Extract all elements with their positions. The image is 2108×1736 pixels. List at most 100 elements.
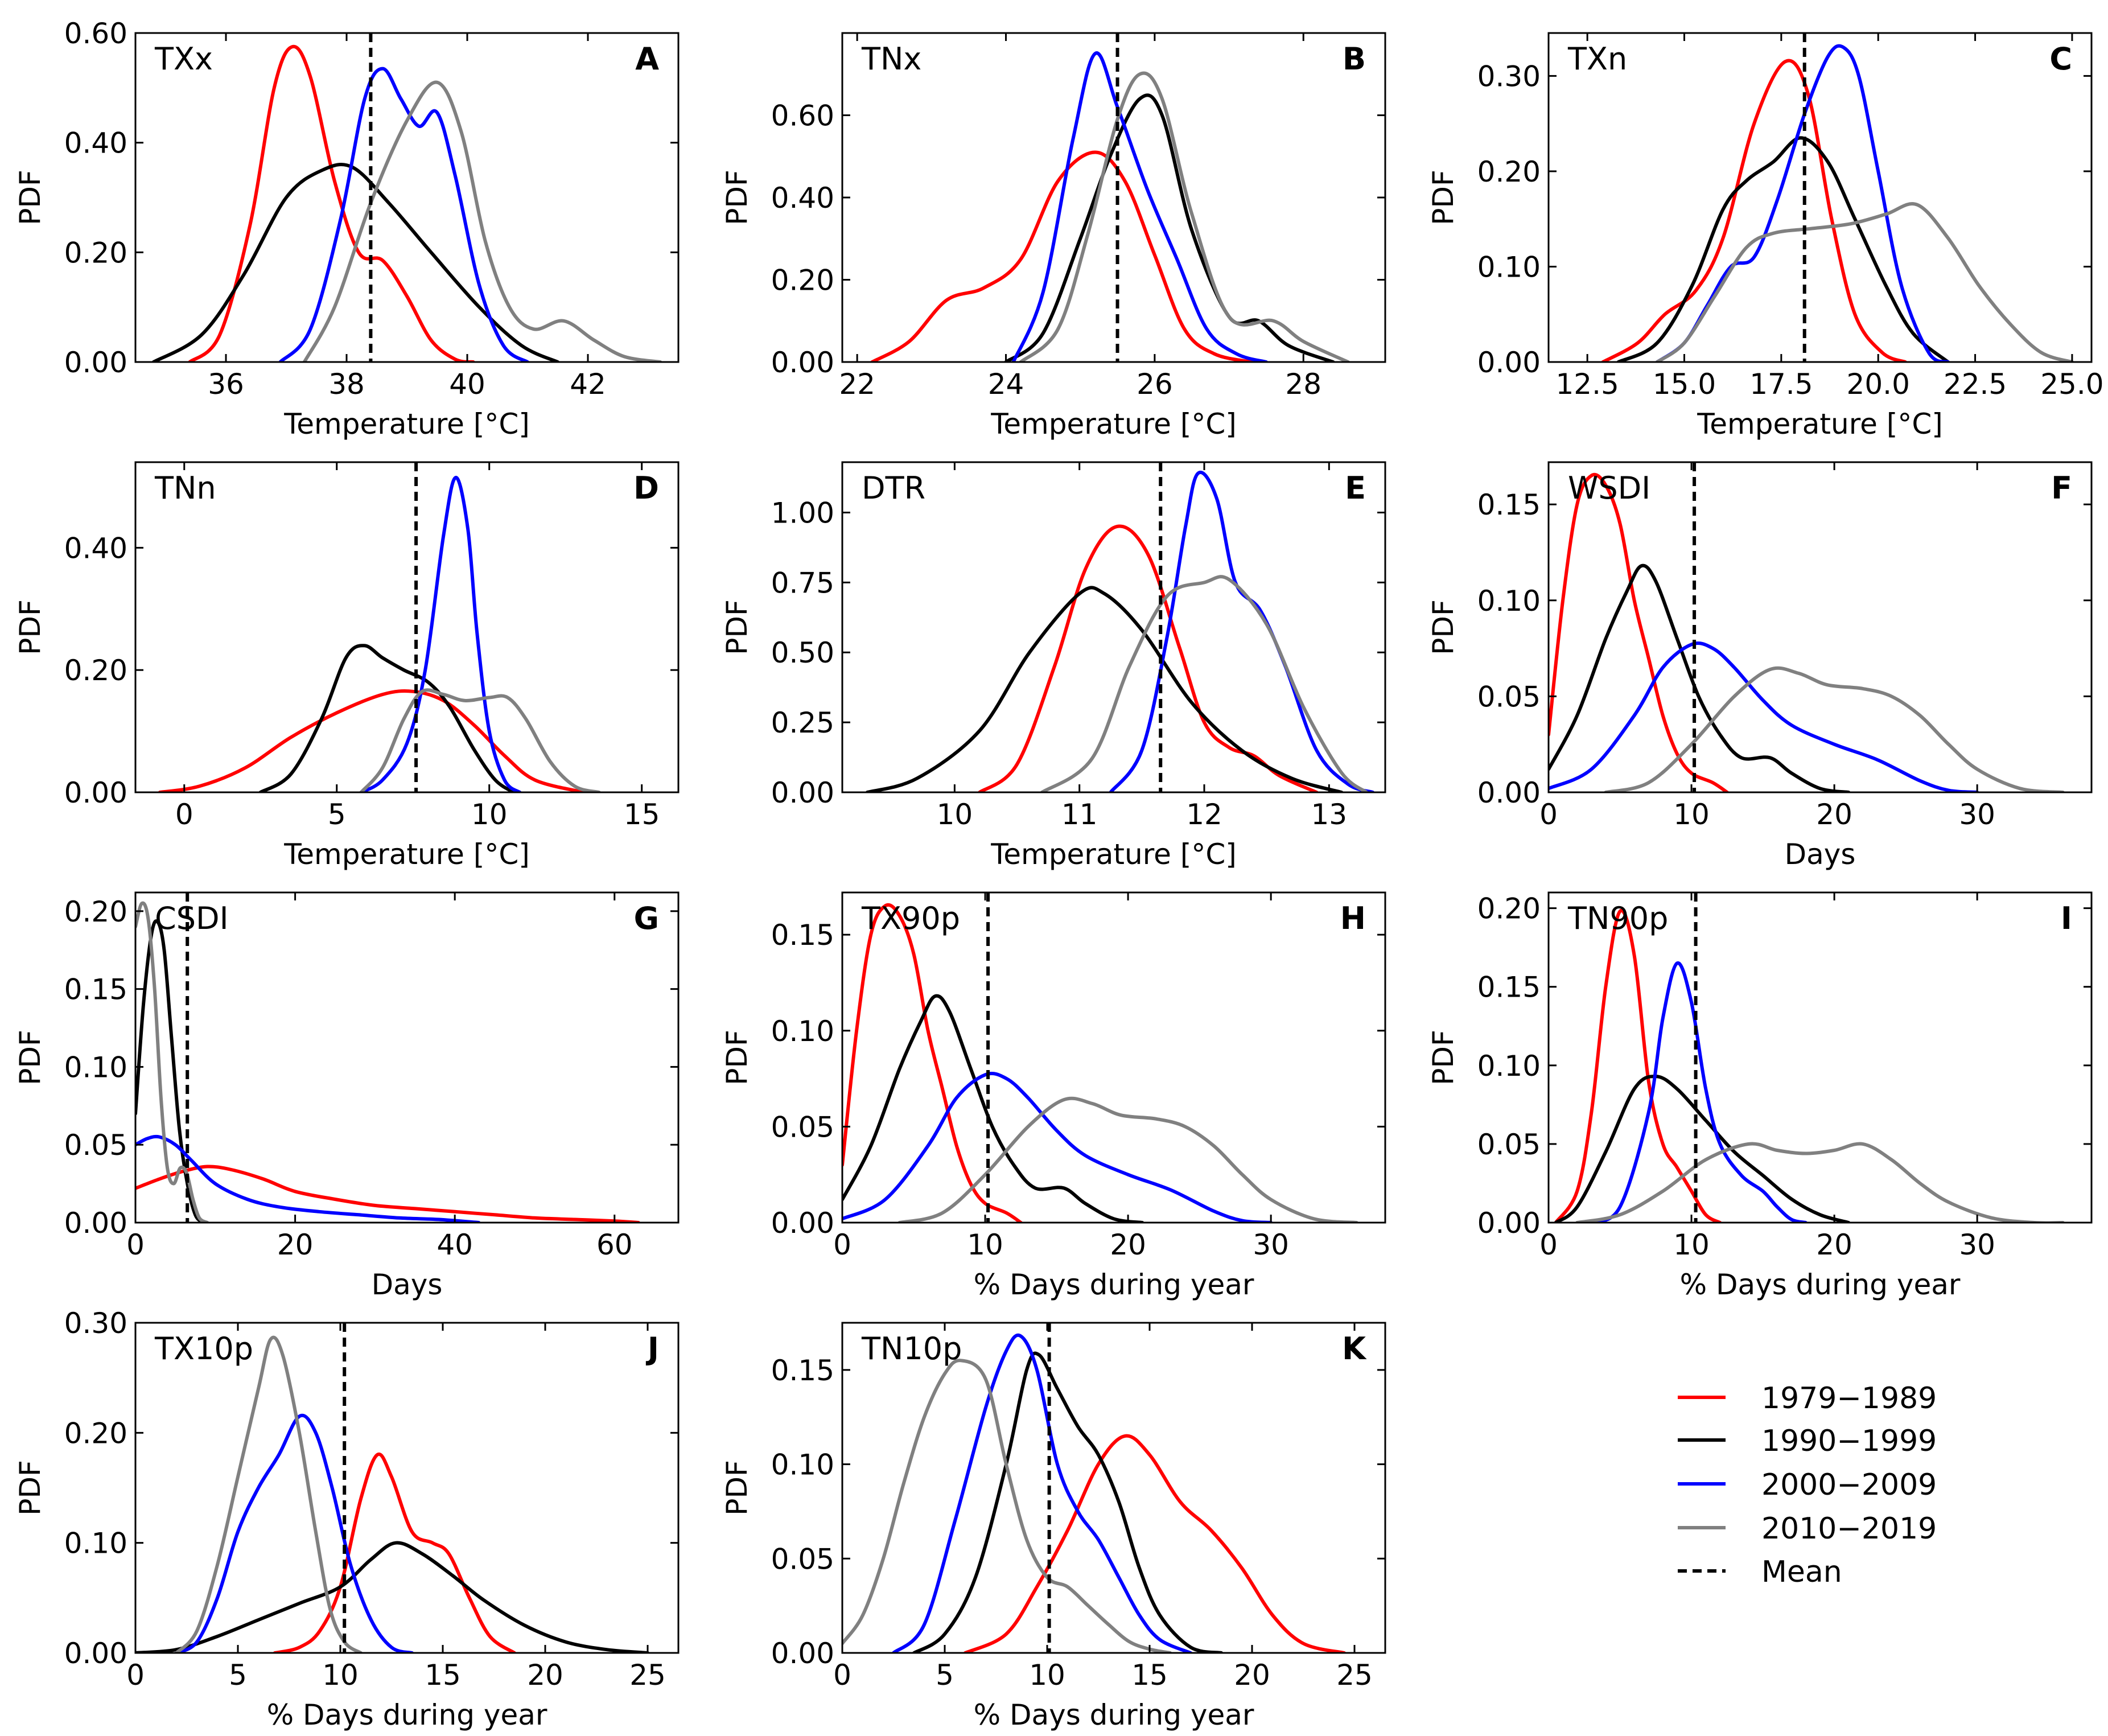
y-tick-label: 0.05 [1477, 680, 1541, 713]
series-line-1979-1989 [978, 524, 1319, 792]
series-line-1990-1999 [1616, 136, 1950, 362]
x-tick-label: 20 [1110, 1228, 1146, 1261]
plot-frame [841, 891, 1386, 1224]
panel-letter: J [645, 1331, 659, 1367]
y-axis-label: PDF [1427, 599, 1460, 655]
x-tick-label: 60 [596, 1228, 633, 1261]
series-line-2010-2019 [1575, 1142, 2065, 1223]
x-axis-label: Days [1785, 838, 1856, 871]
plot-frame [134, 461, 680, 793]
y-tick-label: 0.15 [771, 1354, 834, 1387]
x-tick-label: 20 [277, 1228, 314, 1261]
y-axis-label: PDF [720, 170, 754, 225]
x-tick-label: 25.0 [2040, 368, 2103, 401]
x-axis-label: Temperature [°C] [283, 408, 530, 441]
x-tick-label: 10 [322, 1659, 359, 1692]
y-tick-label: 0.20 [64, 1417, 127, 1450]
y-tick-label: 0.00 [771, 776, 834, 809]
y-tick-label: 1.00 [771, 496, 834, 529]
x-tick-label: 10 [471, 798, 508, 831]
series-line-1979-1989 [158, 689, 586, 792]
x-tick-label: 10 [967, 1228, 1003, 1261]
series-group [1554, 892, 2065, 1223]
series-line-1979-1989 [1549, 472, 1729, 792]
y-tick-label: 0.05 [64, 1129, 127, 1162]
x-tick-label: 0 [126, 1228, 145, 1261]
legend-label: 1990−1999 [1761, 1424, 1937, 1458]
series-line-1979-1989 [964, 1434, 1346, 1653]
y-axis-label: PDF [720, 599, 754, 655]
y-tick-label: 0.00 [64, 1207, 127, 1240]
panel-letter: D [633, 470, 659, 506]
legend-entry: 2000−2009 [1678, 1468, 1937, 1502]
panel-i: 0 10 20 30 0.00 0.05 0.10 0.15 0.20 % Days during… [1427, 891, 2093, 1301]
x-axis-label: % Days during year [267, 1698, 547, 1731]
x-axis-label: % Days during year [974, 1268, 1254, 1301]
panel-g: 0 20 40 60 0.00 0.05 0.10 0.15 0.20 Days PDF CSDI G [14, 891, 680, 1301]
x-tick-label: 22.5 [1944, 368, 2007, 401]
y-axis-label: PDF [1427, 1030, 1460, 1085]
y-tick-label: 0.00 [64, 1637, 127, 1670]
plot-frame [1547, 461, 2093, 793]
series-group [135, 1323, 649, 1653]
x-tick-label: 40 [449, 368, 485, 401]
panel-title: TNx [861, 41, 921, 77]
panel-title: CSDI [155, 900, 229, 936]
series-line-2010-2019 [302, 80, 662, 362]
panel-letter: B [1343, 41, 1366, 77]
series-line-2000-2009 [175, 1413, 414, 1653]
x-tick-label: 20 [1816, 1228, 1852, 1261]
series-line-2000-2009 [1549, 641, 1979, 792]
x-axis-label: % Days during year [974, 1698, 1254, 1731]
y-tick-label: 0.15 [64, 973, 127, 1006]
y-axis-label: PDF [1427, 170, 1460, 225]
plot-frame [134, 1322, 680, 1654]
x-tick-label: 0 [126, 1659, 145, 1692]
x-tick-label: 38 [328, 368, 365, 401]
x-tick-label: 24 [988, 368, 1024, 401]
y-tick-label: 0.20 [1477, 155, 1541, 188]
y-tick-label: 0.40 [64, 532, 127, 565]
legend-entry: Mean [1678, 1555, 1842, 1589]
x-axis-label: Temperature [°C] [990, 408, 1237, 441]
panel-title: DTR [862, 470, 925, 506]
y-tick-label: 0.00 [771, 1637, 834, 1670]
series-line-2010-2019 [1040, 575, 1369, 792]
y-axis-label: PDF [14, 1030, 47, 1085]
x-tick-label: 10 [1673, 798, 1710, 831]
series-line-1979-1989 [273, 1452, 516, 1653]
series-group [151, 33, 662, 362]
series-line-2010-2019 [1019, 71, 1350, 362]
plot-frame [841, 1322, 1386, 1654]
x-tick-label: 10 [1673, 1228, 1710, 1261]
series-group [842, 1323, 1346, 1653]
y-tick-label: 0.00 [771, 346, 834, 379]
y-tick-label: 0.15 [1477, 488, 1541, 521]
series-group [870, 33, 1350, 362]
y-tick-label: 0.60 [771, 100, 834, 133]
x-axis-label: Temperature [°C] [1697, 408, 1943, 441]
y-tick-label: 0.10 [771, 1449, 834, 1482]
x-tick-label: 5 [936, 1659, 954, 1692]
legend-label: 2000−2009 [1761, 1468, 1937, 1502]
x-tick-label: 10 [1029, 1659, 1065, 1692]
y-tick-label: 0.25 [771, 706, 834, 739]
y-tick-label: 0.00 [1477, 1207, 1541, 1240]
legend-label: 2010−2019 [1761, 1512, 1937, 1546]
series-group [1549, 462, 2065, 792]
panel-title: TN10p [861, 1331, 962, 1367]
panel-c: 12.5 15.0 17.5 20.0 22.5 25.0 0.00 0.10 0.20 0.30… [1427, 32, 2104, 441]
y-tick-label: 0.50 [771, 636, 834, 669]
x-tick-label: 11 [1061, 798, 1098, 831]
y-tick-label: 0.10 [1477, 250, 1541, 283]
panel-letter: C [2049, 41, 2072, 77]
panel-j: 0 5 10 15 20 25 0.00 0.10 0.20 0.30 % Days during … [14, 1307, 680, 1731]
panel-letter: E [1345, 470, 1366, 506]
x-tick-label: 25 [629, 1659, 666, 1692]
y-axis-label: PDF [720, 1460, 754, 1515]
series-line-1979-1989 [870, 150, 1253, 362]
series-line-2010-2019 [135, 901, 209, 1223]
legend-entry: 2010−2019 [1678, 1512, 1937, 1546]
panel-title: TX90p [861, 900, 960, 936]
panels: 36 38 40 42 0.00 0.20 0.40 0.60 Temperature [°C]… [14, 17, 2104, 1731]
